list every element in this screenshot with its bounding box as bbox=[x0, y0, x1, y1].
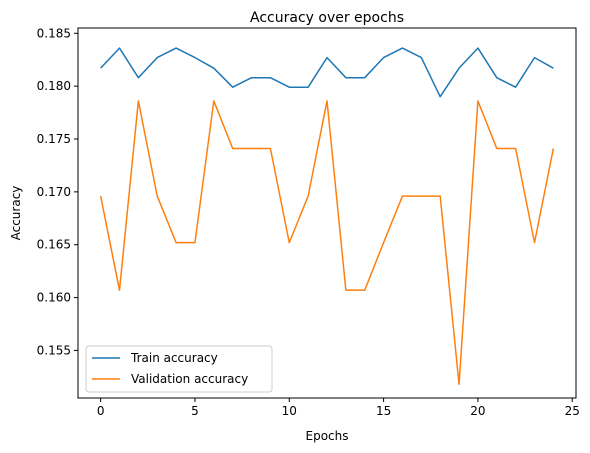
x-axis: 0 5 10 15 20 25 bbox=[97, 398, 580, 418]
chart-title: Accuracy over epochs bbox=[250, 10, 404, 26]
series-line-train-accuracy bbox=[100, 47, 554, 98]
plot-frame bbox=[77, 27, 577, 399]
x-tick-label: 15 bbox=[376, 404, 391, 418]
x-tick-label: 10 bbox=[282, 404, 297, 418]
x-tick-label: 20 bbox=[470, 404, 485, 418]
y-tick-label: 0.165 bbox=[37, 238, 71, 252]
x-tick-label: 5 bbox=[191, 404, 199, 418]
plot-series bbox=[99, 47, 555, 386]
x-tick-label: 0 bbox=[97, 404, 105, 418]
y-tick-label: 0.170 bbox=[37, 185, 71, 199]
y-tick-label: 0.160 bbox=[37, 291, 71, 305]
legend-label: Train accuracy bbox=[130, 351, 218, 365]
legend: Train accuracy Validation accuracy bbox=[85, 345, 273, 393]
y-tick-label: 0.155 bbox=[37, 343, 71, 357]
y-tick-label: 0.175 bbox=[37, 132, 71, 146]
y-tick-label: 0.185 bbox=[37, 26, 71, 40]
y-axis: 0.155 0.160 0.165 0.170 0.175 0.180 0.185 bbox=[37, 26, 78, 357]
series-line-validation-accuracy bbox=[99, 100, 555, 386]
legend-label: Validation accuracy bbox=[131, 372, 248, 386]
x-axis-label: Epochs bbox=[306, 429, 349, 443]
y-axis-label: Accuracy bbox=[9, 186, 23, 241]
x-tick-label: 25 bbox=[565, 404, 580, 418]
y-tick-label: 0.180 bbox=[37, 79, 71, 93]
legend-box bbox=[85, 345, 273, 393]
